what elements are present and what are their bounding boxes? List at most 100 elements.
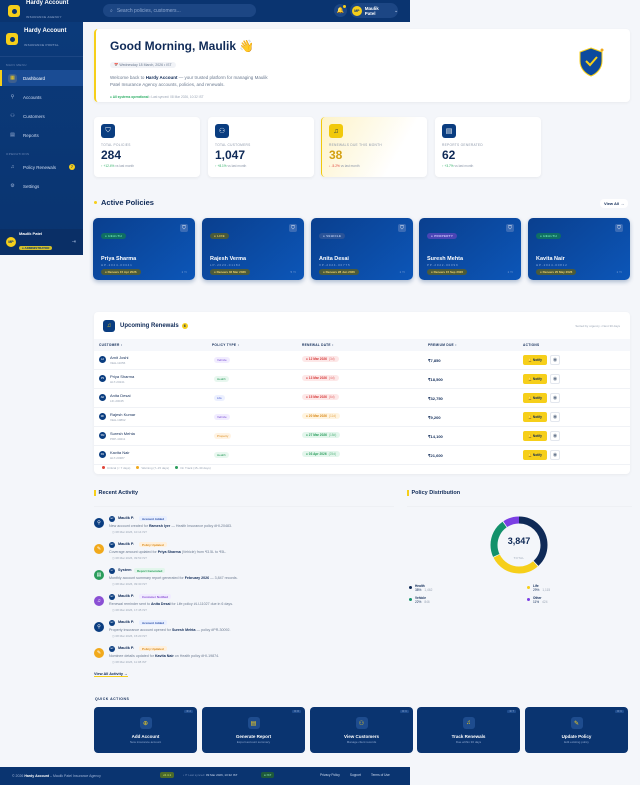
shield-icon: ⛉ [289,224,297,232]
user-icon: ⚲ [10,94,15,100]
stat-label: RENEWALS DUE THIS MONTH [329,143,382,147]
activity-badge: Account Added [139,516,168,521]
view-all-activity-link[interactable]: View All Activity → [94,672,128,677]
user-menu[interactable]: MP Maulik Patel ⌄ [350,3,398,18]
stat-card-total-policies[interactable]: ⛉ TOTAL POLICIES 284 ↑ +12.4% vs last mo… [94,117,200,177]
gear-icon: ⚙ [10,183,15,189]
policy-id: HLT-20387 [110,455,125,460]
stat-card-reports-generated[interactable]: ▤ REPORTS GENERATED 62 ↑ +3.7% vs last m… [435,117,541,177]
quick-action-add-account[interactable]: ⌘ A ⊕ Add Account New insurance account [94,707,197,753]
activity-item: ♫ MP Maulik P. Customer Notified Renewal… [94,594,394,620]
timezone-badge: ● IST [261,772,275,778]
policy-card[interactable]: ● VEHICLE ⛉ Anita Desai VP-2024-00775 ● … [311,218,413,280]
sidebar-item-customers[interactable]: ⚇ Customers [0,108,83,124]
eye-icon[interactable]: ◉ [550,412,560,422]
renewals-count-badge: 6 [181,323,188,329]
support-link[interactable]: Support [349,773,362,777]
quick-action-update-policy[interactable]: ⌘ U ✎ Update Policy Edit existing policy [525,707,628,753]
policy-holder: Kavita Nair [536,256,565,262]
role-badge: ● ADMINISTRATOR [19,245,53,250]
policy-id: VEH-10892 [110,417,126,422]
eye-icon[interactable]: ◉ [550,355,560,365]
user-plus-icon: ⚲ [94,518,104,528]
policy-card[interactable]: ● HEALTH ⛉ Priya Sharma HP-2024-00341 ● … [93,218,195,280]
stat-value: 62 [442,148,456,162]
policy-id: VEH-11056 [110,360,126,365]
view-all-policies-button[interactable]: View All → [600,199,629,208]
sidebar-item-reports[interactable]: ▤ Reports [0,127,83,143]
activity-item: ✎ MP Maulik P. Policy Updated Coverage a… [94,542,394,568]
notify-button[interactable]: 🔔 Notify [523,374,547,384]
quick-action-generate-report[interactable]: ⌘ R ▤ Generate Report Export account sum… [202,707,305,753]
logout-icon[interactable]: ⇥ [71,239,76,245]
shield-icon: ⛉ [398,224,406,232]
users-icon: ⚇ [215,124,229,138]
grid-icon: ▦ [8,73,17,83]
terms-link[interactable]: Terms of Use [371,773,390,777]
col-customer[interactable]: CUSTOMER ↕ [99,343,123,347]
sidebar-item-accounts[interactable]: ⚲ Accounts [0,89,83,105]
premium-due: ₹14,100 [428,434,443,439]
customer-name: Anita Desai [110,393,131,398]
brand: Hardy Account INSURANCE AGENCY [26,0,68,22]
stat-label: TOTAL CUSTOMERS [215,143,251,147]
recent-activity-panel: Recent Activity ⚲ MP Maulik P. Account A… [94,490,394,685]
total-label: TOTAL [513,556,525,560]
policy-card[interactable]: ● LIFE ⛉ Rajesh Verma LP-2020-01182 ● Re… [202,218,304,280]
activity-badge: Account Added [139,620,168,625]
customer-name: Suresh Mehta [110,431,135,436]
shortcut-hint: ⌘ R [292,710,301,713]
policy-card[interactable]: ● HEALTH ⛉ Kavita Nair HP-2024-00812 ● R… [528,218,630,280]
stat-value: 1,047 [215,148,246,162]
shortcut-hint: ⌘ T [507,710,516,713]
policy-id: LP-2020-01182 [210,263,241,267]
col-renewal-date[interactable]: RENEWAL DATE ↕ [302,343,334,347]
col-policy-type[interactable]: POLICY TYPE ↕ [212,343,240,347]
file-icon: ▤ [10,132,15,138]
privacy-policy-link[interactable]: Privacy Policy [320,773,340,777]
premium-due: ₹21,600 [428,453,443,458]
notify-button[interactable]: 🔔 Notify [523,431,547,441]
sidebar-brand-sub: INSURANCE PORTAL [24,43,60,47]
eye-icon[interactable]: ◉ [550,374,560,384]
users-icon: ⚇ [10,113,15,119]
customer-name: Rajesh Kumar [110,412,136,417]
sidebar-item-settings[interactable]: ⚙ Settings [0,178,83,194]
policy-card[interactable]: ● PROPERTY ⛉ Suresh Mehta PP-2022-00099 … [419,218,521,280]
policy-term: 1 Yr [507,270,513,274]
renewals-title: Upcoming Renewals [120,323,179,329]
urgency-legend: Critical (< 7 days) Warning (7–15 days) … [102,466,211,470]
eye-icon[interactable]: ◉ [550,431,560,441]
quick-action-track-renewals[interactable]: ⌘ T ♫ Track Renewals Due within 30 days [417,707,520,753]
policy-type-tag: ● HEALTH [101,233,126,239]
bell-icon: ♫ [462,717,475,729]
activity-badge: Customer Notified [139,594,172,599]
avatar: MP [109,646,115,652]
notify-button[interactable]: 🔔 Notify [523,393,547,403]
activity-item: ⚲ MP Maulik P. Account Added New account… [94,516,394,542]
col-premium-due[interactable]: PREMIUM DUE ↕ [428,343,458,347]
policy-id: LIF-20045 [110,398,124,403]
activity-item: ✎ MP Maulik P. Policy Updated Nominee de… [94,646,394,672]
sidebar-item-policy-renewals[interactable]: ♫ Policy Renewals 7 [0,159,83,175]
stat-card-total-customers[interactable]: ⚇ TOTAL CUSTOMERS 1,047 ↑ +8.1% vs last … [208,117,314,177]
sidebar-item-dashboard[interactable]: ▦ Dashboard [0,70,83,86]
stat-card-renewals-due[interactable]: ♫ RENEWALS DUE THIS MONTH 38 ↓ -5.2% vs … [321,117,427,177]
notify-button[interactable]: 🔔 Notify [523,412,547,422]
table-row: AD Anita Desai LIF-20045 Life ● 15 Mar 2… [94,389,630,408]
eye-icon[interactable]: ◉ [550,393,560,403]
policy-type-tag: ● PROPERTY [427,233,458,239]
notifications-button[interactable]: 🔔 [334,4,347,17]
quick-action-view-customers[interactable]: ⌘ C ⚇ View Customers Manage client recor… [310,707,413,753]
logo-icon [6,33,18,45]
eye-icon[interactable]: ◉ [550,450,560,460]
notify-button[interactable]: 🔔 Notify [523,355,547,365]
notify-button[interactable]: 🔔 Notify [523,450,547,460]
search-input[interactable]: ⌕ Search policies, customers... [103,4,256,17]
policy-id: HLT-20241 [110,379,125,384]
stat-delta: ↓ -5.2% vs last month [329,164,360,168]
welcome-text: Welcome back to Hardy Account — your tru… [110,75,268,87]
bell-icon: ♫ [10,164,15,170]
page-title: Good Morning, Maulik 👋 [110,39,255,53]
renewal-date-pill: ● 15 Mar 2026 (6d) [302,394,339,400]
